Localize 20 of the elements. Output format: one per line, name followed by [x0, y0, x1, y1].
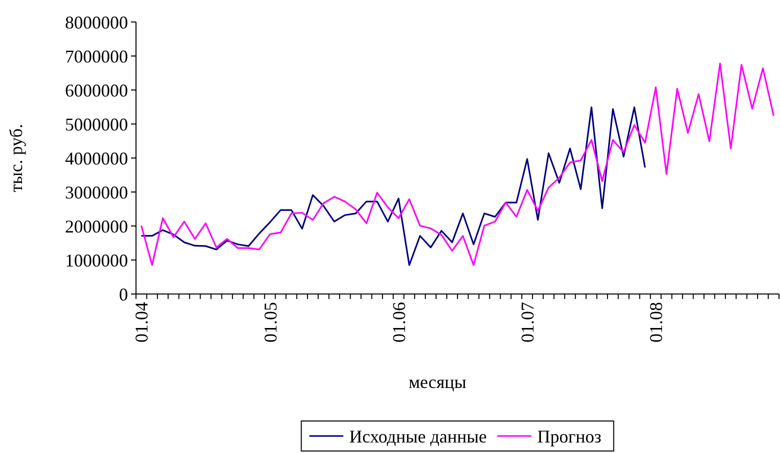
y-tick-label: 6000000 — [65, 80, 128, 100]
y-tick-label: 0 — [119, 284, 128, 304]
legend-label: Исходные данные — [349, 426, 487, 446]
line-series — [140, 62, 774, 266]
y-tick-label: 7000000 — [65, 46, 128, 66]
y-tick-label: 1000000 — [65, 250, 128, 270]
legend-label: Прогноз — [537, 426, 602, 446]
x-tick-label: 01.07 — [517, 302, 538, 342]
x-tick-label: 01.08 — [646, 302, 666, 342]
y-axis-title: тыс. руб. — [6, 124, 26, 192]
y-tick-label: 8000000 — [65, 12, 128, 32]
x-tick-label: 01.06 — [388, 302, 409, 342]
y-tick-label: 3000000 — [65, 182, 128, 202]
line-series — [140, 106, 646, 266]
y-tick-label: 2000000 — [65, 216, 128, 236]
y-tick-label: 5000000 — [65, 114, 128, 134]
x-tick-label: 01.05 — [260, 302, 280, 342]
x-axis-title: месяцы — [408, 372, 466, 392]
y-tick-label: 4000000 — [65, 148, 128, 168]
x-tick-label: 01.04 — [132, 302, 152, 342]
